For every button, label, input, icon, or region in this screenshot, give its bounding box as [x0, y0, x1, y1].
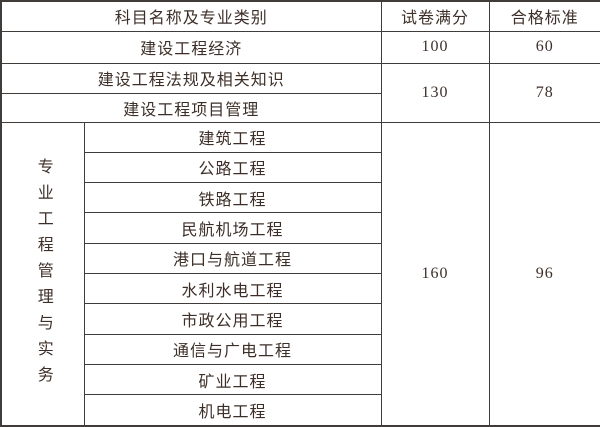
table-row-specialty: 通信与广电工程 [1, 333, 600, 366]
table-row-specialty: 港口与航道工程 [1, 242, 600, 275]
table-row-law: 建设工程法规及相关知识 130 78 [0, 62, 600, 123]
table-row-specialty: 水利水电工程 [1, 273, 600, 305]
table-row-management: 建设工程项目管理 [0, 92, 600, 123]
header-pass-standard-cell: 合格标准 [488, 0, 600, 32]
specialty-cell: 民航机场工程 [83, 212, 382, 244]
subject-cell-management: 建设工程项目管理 [0, 92, 382, 123]
practice-group-cell: 专业工程管理与实务 [0, 121, 85, 427]
subject-cell-law: 建设工程法规及相关知识 [0, 62, 382, 94]
table-row-economy: 建设工程经济 100 60 [0, 30, 600, 64]
full-score-cell-law-management: 130 [380, 62, 490, 123]
header-full-score-cell: 试卷满分 [380, 0, 490, 32]
table-row-specialty: 专业工程管理与实务 建筑工程 160 96 [0, 121, 600, 427]
specialty-cell: 水利水电工程 [83, 273, 382, 305]
pass-standard-cell-law-management: 78 [488, 62, 600, 123]
header-subject-cell: 科目名称及专业类别 [0, 0, 382, 32]
practice-group-vertical-label: 专业工程管理与实务 [34, 158, 52, 393]
subject-cell-economy: 建设工程经济 [0, 30, 382, 64]
specialty-cell: 铁路工程 [83, 182, 382, 214]
specialty-cell: 机电工程 [83, 394, 382, 427]
specialty-cell: 市政公用工程 [83, 303, 382, 335]
table-row-specialty: 市政公用工程 [1, 303, 600, 335]
table-row-specialty: 矿业工程 [1, 364, 600, 396]
specialty-cell: 通信与广电工程 [83, 333, 382, 366]
pass-standard-cell-practice: 96 [488, 121, 600, 427]
table-row-specialty: 民航机场工程 [1, 212, 600, 244]
table-header-row: 科目名称及专业类别 试卷满分 合格标准 [0, 0, 600, 32]
specialty-cell: 港口与航道工程 [83, 242, 382, 275]
table-row-specialty: 机电工程 [1, 394, 600, 427]
full-score-cell-economy: 100 [380, 30, 490, 64]
specialty-cell: 矿业工程 [83, 364, 382, 396]
pass-standard-cell-economy: 60 [488, 30, 600, 64]
table-row-specialty: 公路工程 [1, 151, 600, 184]
specialty-cell: 建筑工程 [83, 121, 382, 153]
full-score-cell-practice: 160 [380, 121, 490, 427]
specialty-cell: 公路工程 [83, 151, 382, 184]
